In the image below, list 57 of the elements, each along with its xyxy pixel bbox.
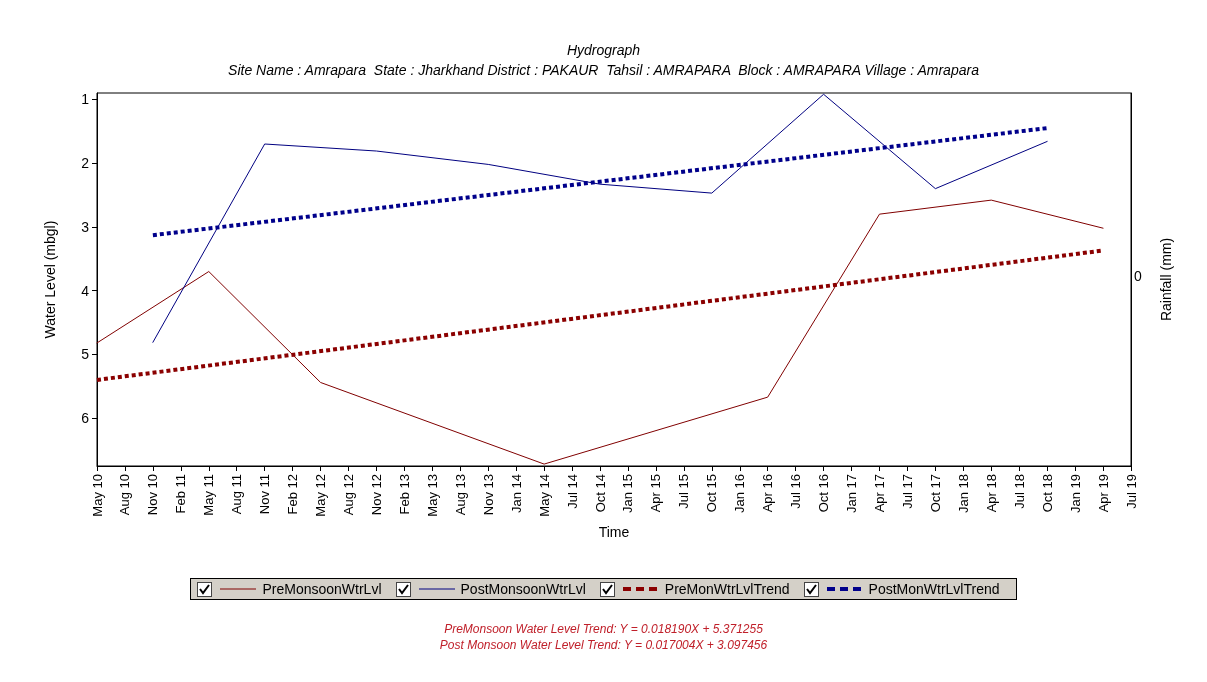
x-tick-label: Jan 15	[620, 474, 636, 514]
x-tick-label: May 14	[536, 474, 552, 517]
x-tick-label: Jan 19	[1067, 474, 1083, 514]
y-tick-label: 6	[81, 410, 90, 427]
x-tick-label: Apr 17	[871, 474, 887, 513]
chart-subtitle: Site Name : Amrapara State : Jharkhand District : PAKAUR Tahsil : AMRAPARA Block : AMRAPARA Village : Amrapara	[228, 62, 980, 78]
y-axis-title: Water Level (mbgl)	[42, 220, 58, 339]
x-tick-label: Aug 13	[452, 474, 468, 516]
x-tick-label: Jan 16	[732, 474, 748, 514]
text: 0	[1134, 268, 1142, 284]
x-tick-label: Apr 16	[760, 474, 776, 513]
y-tick-label: 4	[81, 282, 90, 299]
x-tick-label: Jan 14	[508, 474, 524, 514]
line-series	[152, 93, 1048, 343]
x-tick-label: Jul 16	[788, 474, 804, 509]
x-tick-label: Jul 17	[899, 474, 915, 509]
x-tick-label: Oct 18	[1039, 474, 1055, 513]
x-tick-label: Nov 13	[480, 474, 496, 516]
x-tick-label: May 11	[201, 474, 217, 516]
x-tick-label: Aug 12	[341, 474, 357, 516]
y-tick-label: 2	[81, 155, 90, 172]
x-tick-label: Feb 11	[173, 474, 189, 514]
x-tick-label: Feb 12	[285, 474, 301, 515]
x-axis-title: Time	[598, 523, 630, 540]
x-tick-label: Jul 19	[1123, 474, 1139, 509]
x-tick-label: Oct 14	[592, 474, 608, 513]
x-tick-label: Nov 10	[145, 474, 161, 516]
x-tick-label: Apr 18	[983, 474, 999, 513]
x-tick-label: Aug 10	[117, 474, 133, 516]
legend-label: PostMonsoonWtrLvl	[460, 581, 586, 597]
legend-label: PreMonWtrLvlTrend	[664, 581, 790, 597]
x-tick-label: Jul 18	[1011, 474, 1027, 509]
y-tick-label: 5	[81, 346, 90, 363]
x-tick-label: Nov 12	[368, 474, 384, 516]
legend-label: PostMonWtrLvlTrend	[868, 581, 1000, 597]
x-tick-label: Oct 16	[816, 474, 832, 513]
x-tick-label: Oct 17	[927, 474, 943, 513]
x-tick-label: Jan 18	[955, 474, 971, 514]
x-tick-label: Aug 11	[229, 474, 245, 515]
x-tick-label: May 13	[424, 474, 440, 517]
y-tick-label: 1	[81, 91, 90, 108]
y-tick-label: 3	[81, 218, 90, 235]
x-tick-label: Nov 11	[257, 474, 273, 515]
chart-title: Hydrograph	[566, 42, 641, 58]
x-tick-label: Jul 14	[564, 474, 580, 509]
text: Post Monsoon Water Level Trend: Y = 0.017004X + 3.097456	[438, 637, 769, 653]
x-tick-label: Feb 13	[396, 474, 412, 515]
x-tick-label: Oct 15	[704, 474, 720, 513]
x-tick-label: Jan 17	[844, 474, 860, 514]
x-tick-label: May 12	[313, 474, 329, 517]
y2-axis-title: Rainfall (mm)	[1158, 237, 1174, 322]
legend-label: PreMonsoonWtrLvl	[262, 581, 382, 597]
text: PreMonsoon Water Level Trend: Y = 0.018190X + 5.371255	[443, 621, 764, 637]
x-tick-label: Jul 15	[676, 474, 692, 509]
x-tick-label: May 10	[89, 474, 105, 517]
x-tick-label: Apr 19	[1095, 474, 1111, 513]
x-tick-label: Apr 15	[648, 474, 664, 513]
